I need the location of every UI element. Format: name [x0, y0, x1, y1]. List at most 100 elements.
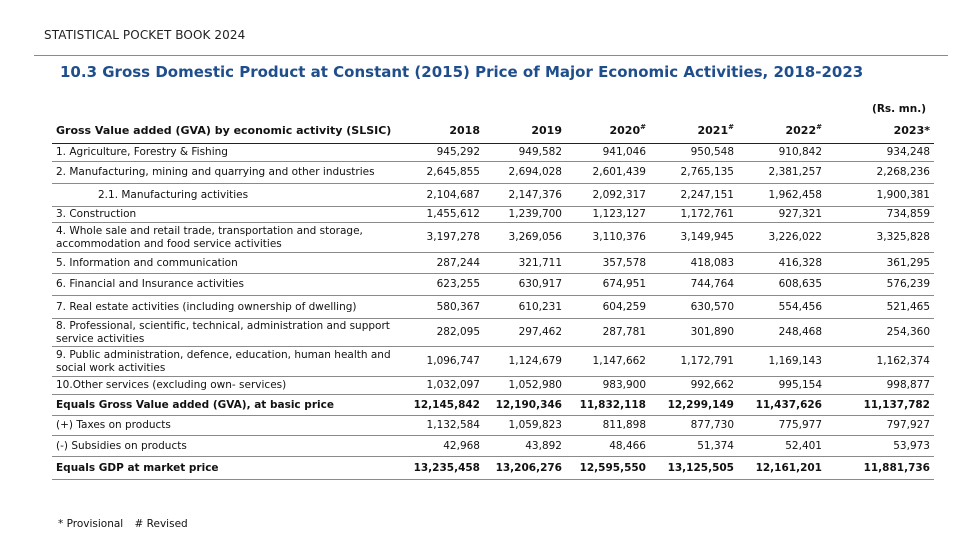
cell-value: 998,877 [826, 376, 934, 395]
cell-value: 3,197,278 [404, 222, 484, 253]
cell-value: 934,248 [826, 143, 934, 162]
column-header-year: 2020# [566, 118, 650, 144]
cell-value: 521,465 [826, 295, 934, 319]
footnote-revised: # Revised [134, 518, 188, 530]
cell-value: 630,917 [484, 273, 566, 296]
cell-value: 949,582 [484, 143, 566, 162]
cell-value: 52,401 [738, 435, 826, 457]
header-divider [34, 55, 948, 56]
row-label: 5. Information and communication [52, 252, 404, 274]
year-mark: * [924, 124, 930, 137]
cell-value: 1,124,679 [484, 346, 566, 377]
cell-value: 53,973 [826, 435, 934, 457]
cell-value: 12,299,149 [650, 394, 738, 416]
cell-value: 623,255 [404, 273, 484, 296]
cell-value: 13,206,276 [484, 456, 566, 480]
cell-value: 287,244 [404, 252, 484, 274]
cell-value: 1,900,381 [826, 183, 934, 207]
cell-value: 734,859 [826, 206, 934, 223]
column-header-year: 2023* [826, 118, 934, 144]
table-row: Equals Gross Value added (GVA), at basic… [52, 394, 934, 416]
year-mark: # [728, 123, 734, 131]
cell-value: 13,235,458 [404, 456, 484, 480]
cell-value: 1,455,612 [404, 206, 484, 223]
cell-value: 13,125,505 [650, 456, 738, 480]
cell-value: 2,268,236 [826, 161, 934, 184]
table-row: 7. Real estate activities (including own… [52, 295, 934, 319]
row-label: Equals Gross Value added (GVA), at basic… [52, 394, 404, 416]
year-label: 2020 [609, 124, 641, 137]
cell-value: 910,842 [738, 143, 826, 162]
cell-value: 580,367 [404, 295, 484, 319]
cell-value: 1,239,700 [484, 206, 566, 223]
cell-value: 950,548 [650, 143, 738, 162]
table-row: Equals GDP at market price 13,235,458 13,2… [52, 456, 934, 480]
table-row: 6. Financial and Insurance activities 623… [52, 273, 934, 296]
cell-value: 254,360 [826, 318, 934, 347]
column-header-year: 2022# [738, 118, 826, 144]
cell-value: 12,595,550 [566, 456, 650, 480]
cell-value: 2,381,257 [738, 161, 826, 184]
table-row: 2. Manufacturing, mining and quarrying a… [52, 161, 934, 184]
row-label: (-) Subsidies on products [52, 435, 404, 457]
cell-value: 12,190,346 [484, 394, 566, 416]
cell-value: 11,832,118 [566, 394, 650, 416]
table-row: (+) Taxes on products 1,132,584 1,059,823 8… [52, 415, 934, 436]
cell-value: 3,325,828 [826, 222, 934, 253]
cell-value: 48,466 [566, 435, 650, 457]
cell-value: 12,145,842 [404, 394, 484, 416]
footnotes: * Provisional # Revised [58, 518, 196, 530]
cell-value: 1,032,097 [404, 376, 484, 395]
cell-value: 321,711 [484, 252, 566, 274]
cell-value: 992,662 [650, 376, 738, 395]
cell-value: 3,226,022 [738, 222, 826, 253]
table-header-row: Gross Value added (GVA) by economic acti… [52, 118, 934, 144]
cell-value: 1,052,980 [484, 376, 566, 395]
cell-value: 945,292 [404, 143, 484, 162]
table-row: (-) Subsidies on products 42,968 43,892 48,… [52, 435, 934, 457]
cell-value: 11,437,626 [738, 394, 826, 416]
cell-value: 1,172,791 [650, 346, 738, 377]
cell-value: 941,046 [566, 143, 650, 162]
table-row: 9. Public administration, defence, educa… [52, 346, 934, 377]
cell-value: 1,123,127 [566, 206, 650, 223]
cell-value: 282,095 [404, 318, 484, 347]
table-row: 10.Other services (excluding own- servic… [52, 376, 934, 395]
cell-value: 877,730 [650, 415, 738, 436]
cell-value: 11,137,782 [826, 394, 934, 416]
cell-value: 927,321 [738, 206, 826, 223]
cell-value: 3,110,376 [566, 222, 650, 253]
table-body: 1. Agriculture, Forestry & Fishing 945,29… [52, 143, 934, 480]
table-row: 5. Information and communication 287,244 3… [52, 252, 934, 274]
cell-value: 287,781 [566, 318, 650, 347]
row-label: 7. Real estate activities (including own… [52, 295, 404, 319]
cell-value: 2,247,151 [650, 183, 738, 207]
cell-value: 3,269,056 [484, 222, 566, 253]
cell-value: 361,295 [826, 252, 934, 274]
row-label: 3. Construction [52, 206, 404, 223]
table-title: 10.3 Gross Domestic Product at Constant … [60, 63, 864, 81]
cell-value: 630,570 [650, 295, 738, 319]
year-label: 2022 [785, 124, 817, 137]
cell-value: 1,169,143 [738, 346, 826, 377]
table-row: 2.1. Manufacturing activities 2,104,687 2,… [52, 183, 934, 207]
row-label: 1. Agriculture, Forestry & Fishing [52, 143, 404, 162]
cell-value: 811,898 [566, 415, 650, 436]
cell-value: 576,239 [826, 273, 934, 296]
cell-value: 51,374 [650, 435, 738, 457]
cell-value: 11,881,736 [826, 456, 934, 480]
row-label: 2. Manufacturing, mining and quarrying a… [52, 161, 404, 184]
table-row: 8. Professional, scientific, technical, … [52, 318, 934, 347]
page-header: STATISTICAL POCKET BOOK 2024 [44, 28, 246, 42]
row-label: 2.1. Manufacturing activities [52, 183, 404, 207]
cell-value: 608,635 [738, 273, 826, 296]
row-label: 10.Other services (excluding own- servic… [52, 376, 404, 395]
cell-value: 42,968 [404, 435, 484, 457]
column-header-year: 2021# [650, 118, 738, 144]
column-header-year: 2019 [484, 118, 566, 144]
year-label: 2023 [893, 124, 925, 137]
cell-value: 604,259 [566, 295, 650, 319]
year-mark: # [816, 123, 822, 131]
cell-value: 1,059,823 [484, 415, 566, 436]
cell-value: 1,162,374 [826, 346, 934, 377]
